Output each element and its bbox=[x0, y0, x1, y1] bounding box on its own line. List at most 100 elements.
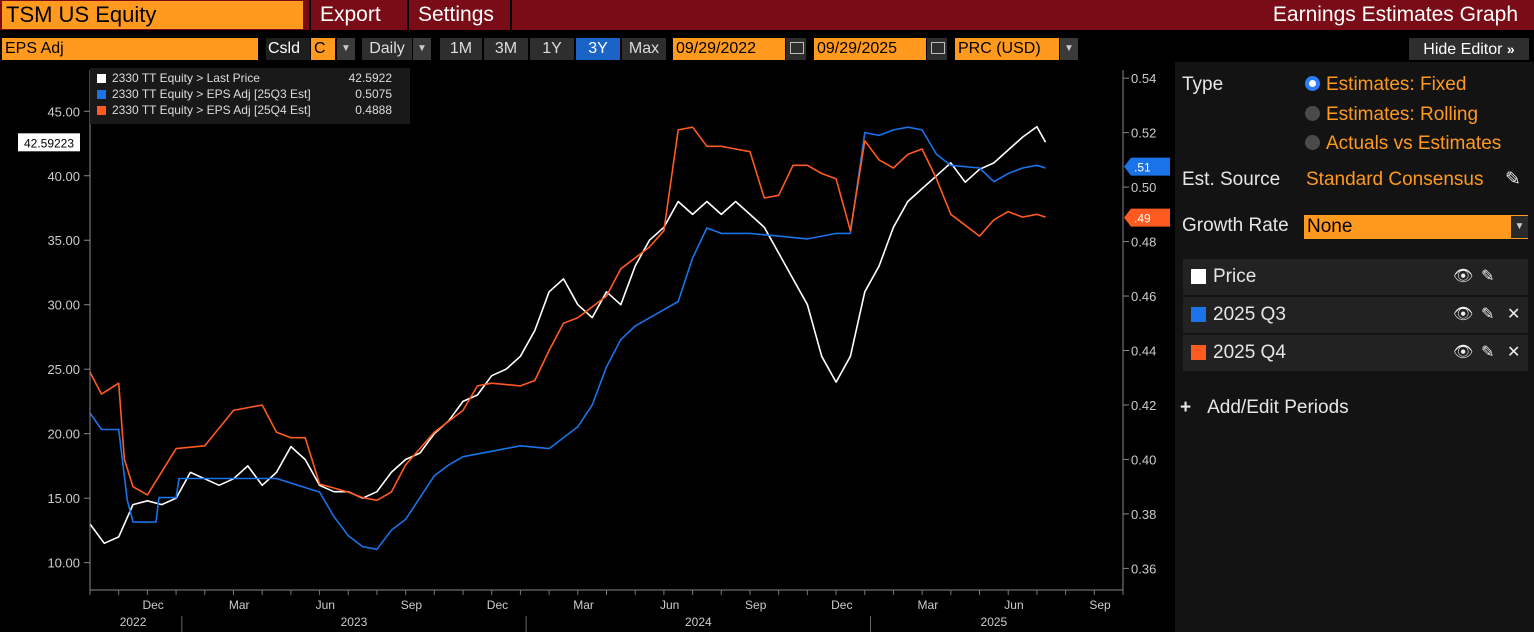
growth-rate-dropdown-icon[interactable]: ▼ bbox=[1511, 216, 1528, 238]
field-input[interactable]: EPS Adj bbox=[2, 38, 258, 60]
x-axis-year-label: 2022 bbox=[120, 615, 147, 629]
right-axis-tick-label: 0.46 bbox=[1131, 289, 1156, 304]
series-row-2025-q4[interactable]: 2025 Q4 👁 ✎ ✕ bbox=[1183, 335, 1528, 371]
eps-chart[interactable]: 45.00 40.00 35.00 30.00 25.00 20.00 15.00 10.00… bbox=[0, 62, 1174, 632]
window-title: Earnings Estimates Graph bbox=[1272, 3, 1518, 26]
eye-icon[interactable]: 👁 bbox=[1453, 306, 1474, 323]
close-icon[interactable]: ✕ bbox=[1507, 306, 1521, 323]
est-source-value[interactable]: Standard Consensus bbox=[1306, 169, 1484, 190]
legend-series-value: 0.5075 bbox=[355, 87, 392, 101]
settings-menu[interactable]: Settings bbox=[407, 0, 512, 30]
color-swatch[interactable] bbox=[1191, 269, 1206, 284]
x-axis-month-label: Jun bbox=[660, 598, 679, 612]
periodicity-select[interactable]: Daily bbox=[362, 38, 412, 60]
right-axis-tick-label: 0.52 bbox=[1131, 126, 1156, 141]
eye-icon[interactable]: 👁 bbox=[1453, 344, 1474, 361]
x-axis-month-label: Jun bbox=[1004, 598, 1023, 612]
left-axis-tick-label: 40.00 bbox=[47, 169, 80, 184]
pencil-icon[interactable]: ✎ bbox=[1505, 169, 1521, 190]
pencil-icon[interactable]: ✎ bbox=[1481, 268, 1495, 285]
type-option-rolling[interactable]: Estimates: Rolling bbox=[1305, 104, 1478, 130]
add-edit-periods-label: Add/Edit Periods bbox=[1207, 397, 1349, 418]
q3-value-tag-bg bbox=[1124, 157, 1170, 176]
start-date-input[interactable]: 09/29/2022 bbox=[673, 38, 785, 60]
range-max-button[interactable]: Max bbox=[622, 38, 666, 60]
range-3m-button[interactable]: 3M bbox=[484, 38, 528, 60]
left-axis-tick-label: 15.00 bbox=[47, 491, 80, 506]
range-3y-button[interactable]: 3Y bbox=[576, 38, 620, 60]
series-label: 2025 Q3 bbox=[1213, 304, 1286, 325]
x-axis-month-label: Mar bbox=[573, 598, 594, 612]
type-option-label: Actuals vs Estimates bbox=[1326, 133, 1502, 154]
radio-icon bbox=[1305, 106, 1320, 121]
left-axis-tick-label: 45.00 bbox=[47, 104, 80, 119]
csld-input[interactable]: C bbox=[311, 38, 335, 60]
x-axis-month-label: Sep bbox=[745, 598, 767, 612]
chart-area[interactable]: 45.00 40.00 35.00 30.00 25.00 20.00 15.00 10.00… bbox=[0, 62, 1174, 632]
range-1m-button[interactable]: 1M bbox=[440, 38, 482, 60]
legend-series-name: 2330 TT Equity > EPS Adj [25Q3 Est] bbox=[112, 87, 311, 101]
last-price-tag: 42.59223 bbox=[24, 136, 74, 150]
type-option-actuals[interactable]: Actuals vs Estimates bbox=[1305, 133, 1501, 159]
right-axis-tick-label: 0.38 bbox=[1131, 507, 1156, 522]
x-axis-year-label: 2023 bbox=[341, 615, 368, 629]
left-axis-tick-label: 10.00 bbox=[47, 556, 80, 571]
start-calendar-icon[interactable] bbox=[786, 38, 806, 60]
growth-rate-label: Growth Rate bbox=[1182, 215, 1289, 236]
double-chevron-right-icon: » bbox=[1506, 41, 1515, 57]
hide-editor-label: Hide Editor bbox=[1423, 41, 1503, 58]
series-line-0 bbox=[89, 125, 1047, 545]
right-axis-tick-label: 0.44 bbox=[1131, 344, 1156, 359]
export-menu[interactable]: Export bbox=[309, 0, 408, 30]
x-axis-month-label: Sep bbox=[1089, 598, 1111, 612]
type-option-label: Estimates: Rolling bbox=[1326, 104, 1479, 125]
legend-series-name: 2330 TT Equity > Last Price bbox=[112, 71, 260, 85]
color-swatch[interactable] bbox=[1191, 307, 1206, 322]
range-1y-button[interactable]: 1Y bbox=[530, 38, 574, 60]
left-axis-tick-label: 30.00 bbox=[47, 298, 80, 313]
legend-swatch bbox=[97, 90, 106, 99]
pencil-icon[interactable]: ✎ bbox=[1481, 344, 1495, 361]
close-icon[interactable]: ✕ bbox=[1507, 344, 1521, 361]
hide-editor-button[interactable]: Hide Editor » bbox=[1409, 38, 1529, 60]
legend-series-value: 0.4888 bbox=[355, 103, 392, 117]
last-price-tag-bg bbox=[18, 133, 80, 152]
type-option-fixed[interactable]: Estimates: Fixed bbox=[1305, 74, 1466, 100]
q3-value-tag: .51 bbox=[1134, 161, 1151, 175]
x-axis-month-label: Mar bbox=[918, 598, 939, 612]
right-axis-tick-label: 0.36 bbox=[1131, 561, 1156, 576]
color-swatch[interactable] bbox=[1191, 345, 1206, 360]
add-edit-periods-button[interactable]: + Add/Edit Periods bbox=[1180, 397, 1349, 419]
x-axis-month-label: Mar bbox=[229, 598, 250, 612]
eye-icon[interactable]: 👁 bbox=[1453, 268, 1474, 285]
csld-dropdown-icon[interactable]: ▼ bbox=[337, 38, 355, 60]
x-axis-month-label: Sep bbox=[401, 598, 423, 612]
x-axis-year-label: 2024 bbox=[685, 615, 712, 629]
toolbar: EPS Adj Csld C ▼ Daily ▼ 1M 3M 1Y 3Y Max… bbox=[0, 36, 1534, 62]
periodicity-dropdown-icon[interactable]: ▼ bbox=[413, 38, 431, 60]
ticker-field[interactable]: TSM US Equity bbox=[2, 1, 303, 29]
currency-dropdown-icon[interactable]: ▼ bbox=[1060, 38, 1078, 60]
est-source-label: Est. Source bbox=[1182, 169, 1281, 190]
x-axis-month-label: Dec bbox=[142, 598, 163, 612]
pencil-icon[interactable]: ✎ bbox=[1481, 306, 1495, 323]
end-date-input[interactable]: 09/29/2025 bbox=[814, 38, 926, 60]
end-calendar-icon[interactable] bbox=[927, 38, 947, 60]
q4-value-tag-bg bbox=[1124, 208, 1170, 227]
currency-select[interactable]: PRC (USD) bbox=[955, 38, 1059, 60]
right-axis-tick-label: 0.48 bbox=[1131, 235, 1156, 250]
series-label: Price bbox=[1213, 266, 1257, 287]
plus-icon: + bbox=[1180, 397, 1192, 418]
growth-rate-select[interactable]: None bbox=[1304, 215, 1528, 239]
title-bar: TSM US Equity Export Settings Earnings E… bbox=[0, 0, 1534, 30]
left-axis-tick-label: 20.00 bbox=[47, 427, 80, 442]
series-row-price[interactable]: Price 👁 ✎ bbox=[1183, 259, 1528, 295]
left-axis-tick-label: 25.00 bbox=[47, 362, 80, 377]
x-axis-month-label: Jun bbox=[316, 598, 335, 612]
editor-panel: Type Estimates: Fixed Estimates: Rolling… bbox=[1175, 62, 1534, 632]
left-axis-tick-label: 35.00 bbox=[47, 233, 80, 248]
x-axis-month-label: Dec bbox=[831, 598, 852, 612]
series-row-2025-q3[interactable]: 2025 Q3 👁 ✎ ✕ bbox=[1183, 297, 1528, 333]
q4-value-tag: .49 bbox=[1134, 212, 1151, 226]
x-axis-month-label: Dec bbox=[487, 598, 508, 612]
